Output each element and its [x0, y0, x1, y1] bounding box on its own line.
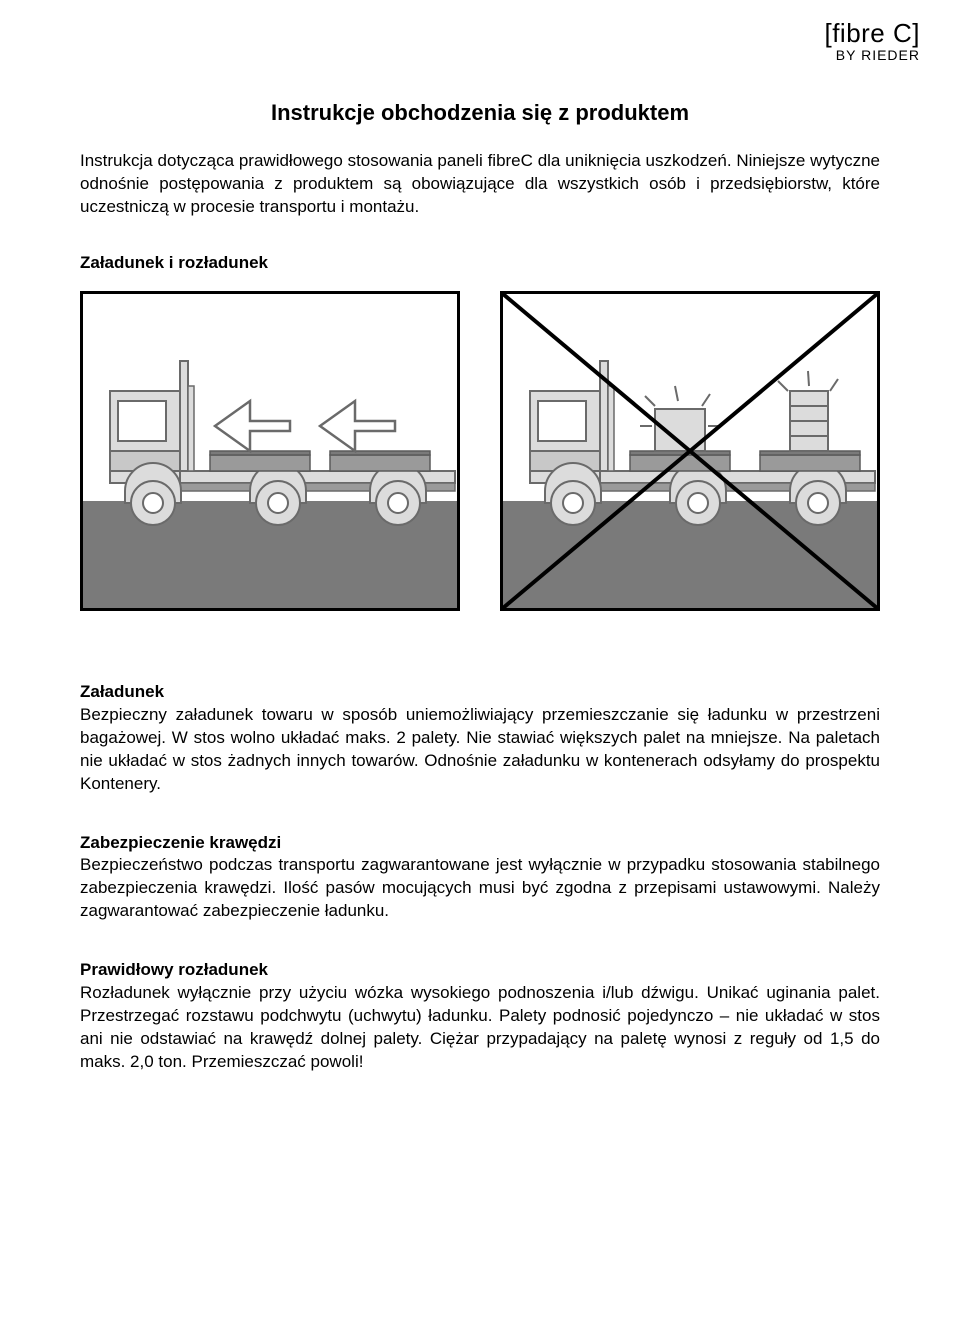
section-heading-loading: Załadunek i rozładunek — [80, 253, 880, 273]
brand-sub: BY RIEDER — [824, 47, 920, 63]
subsection-text-loading: Bezpieczny załadunek towaru w sposób uni… — [80, 705, 880, 793]
subsection-heading-edge: Zabezpieczenie krawędzi — [80, 833, 281, 852]
figures-row — [80, 291, 880, 611]
subsection-loading: Załadunek Bezpieczny załadunek towaru w … — [80, 681, 880, 796]
figure-correct-loading — [80, 291, 460, 611]
subsection-text-edge: Bezpieczeństwo podczas transportu zagwar… — [80, 855, 880, 920]
subsection-edge: Zabezpieczenie krawędzi Bezpieczeństwo p… — [80, 832, 880, 924]
brand-block: [fibre C] BY RIEDER — [824, 18, 920, 63]
subsection-heading-unloading: Prawidłowy rozładunek — [80, 960, 268, 979]
page-title: Instrukcje obchodzenia się z produktem — [80, 100, 880, 126]
figure-incorrect-loading — [500, 291, 880, 611]
subsection-text-unloading: Rozładunek wyłącznie przy użyciu wózka w… — [80, 983, 880, 1071]
intro-paragraph: Instrukcja dotycząca prawidłowego stosow… — [80, 150, 880, 219]
subsection-unloading: Prawidłowy rozładunek Rozładunek wyłączn… — [80, 959, 880, 1074]
brand-main: [fibre C] — [824, 18, 920, 49]
subsection-heading-loading: Załadunek — [80, 682, 164, 701]
